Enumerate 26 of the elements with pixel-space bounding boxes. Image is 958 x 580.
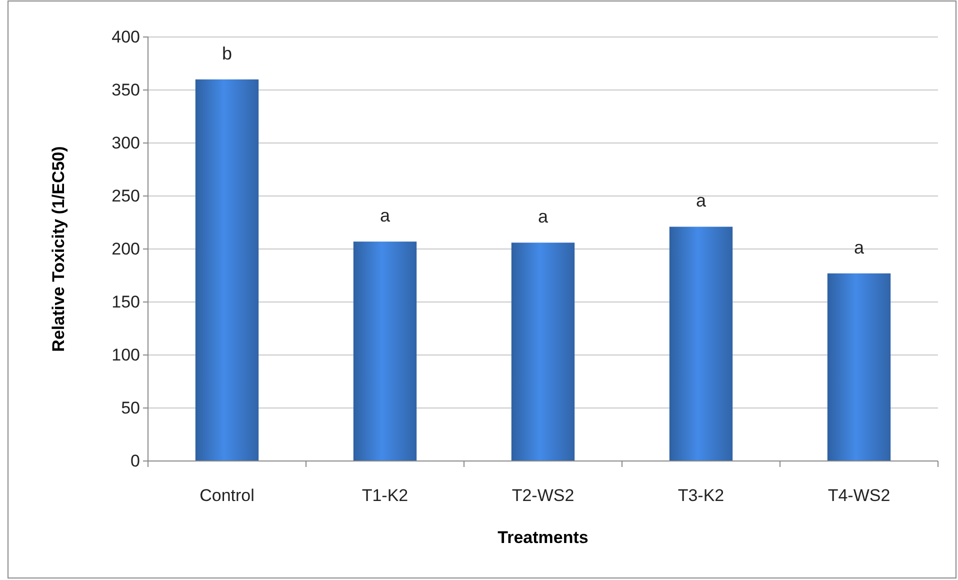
annotation: a: [854, 237, 865, 258]
x-tick-label: T1-K2: [362, 486, 408, 505]
bar: [511, 242, 575, 461]
annotation: a: [696, 190, 707, 211]
x-tick-label: T2-WS2: [512, 486, 574, 505]
bar: [669, 226, 733, 461]
y-axis-title: Relative Toxicity (1/EC50): [49, 146, 68, 352]
y-tick-label: 400: [112, 27, 140, 46]
bar: [195, 79, 259, 461]
y-tick-label: 350: [112, 80, 140, 100]
annotation: a: [380, 206, 391, 226]
x-tick-label: T4-WS2: [828, 486, 890, 505]
x-tick-label: Control: [200, 486, 254, 505]
y-tick-label: 300: [112, 133, 140, 152]
x-tick-label: T3-K2: [678, 486, 724, 505]
y-tick-label: 0: [130, 451, 140, 470]
y-tick-label: 100: [112, 345, 140, 364]
annotation: a: [538, 206, 549, 227]
y-tick-label: 50: [121, 398, 140, 418]
bar: [827, 273, 891, 461]
annotation: b: [222, 43, 232, 64]
y-tick-label: 200: [112, 239, 140, 258]
y-tick-label: 250: [112, 186, 140, 206]
y-tick-label: 150: [112, 292, 140, 312]
x-axis-title: Treatments: [498, 528, 588, 547]
bar: [353, 242, 417, 461]
